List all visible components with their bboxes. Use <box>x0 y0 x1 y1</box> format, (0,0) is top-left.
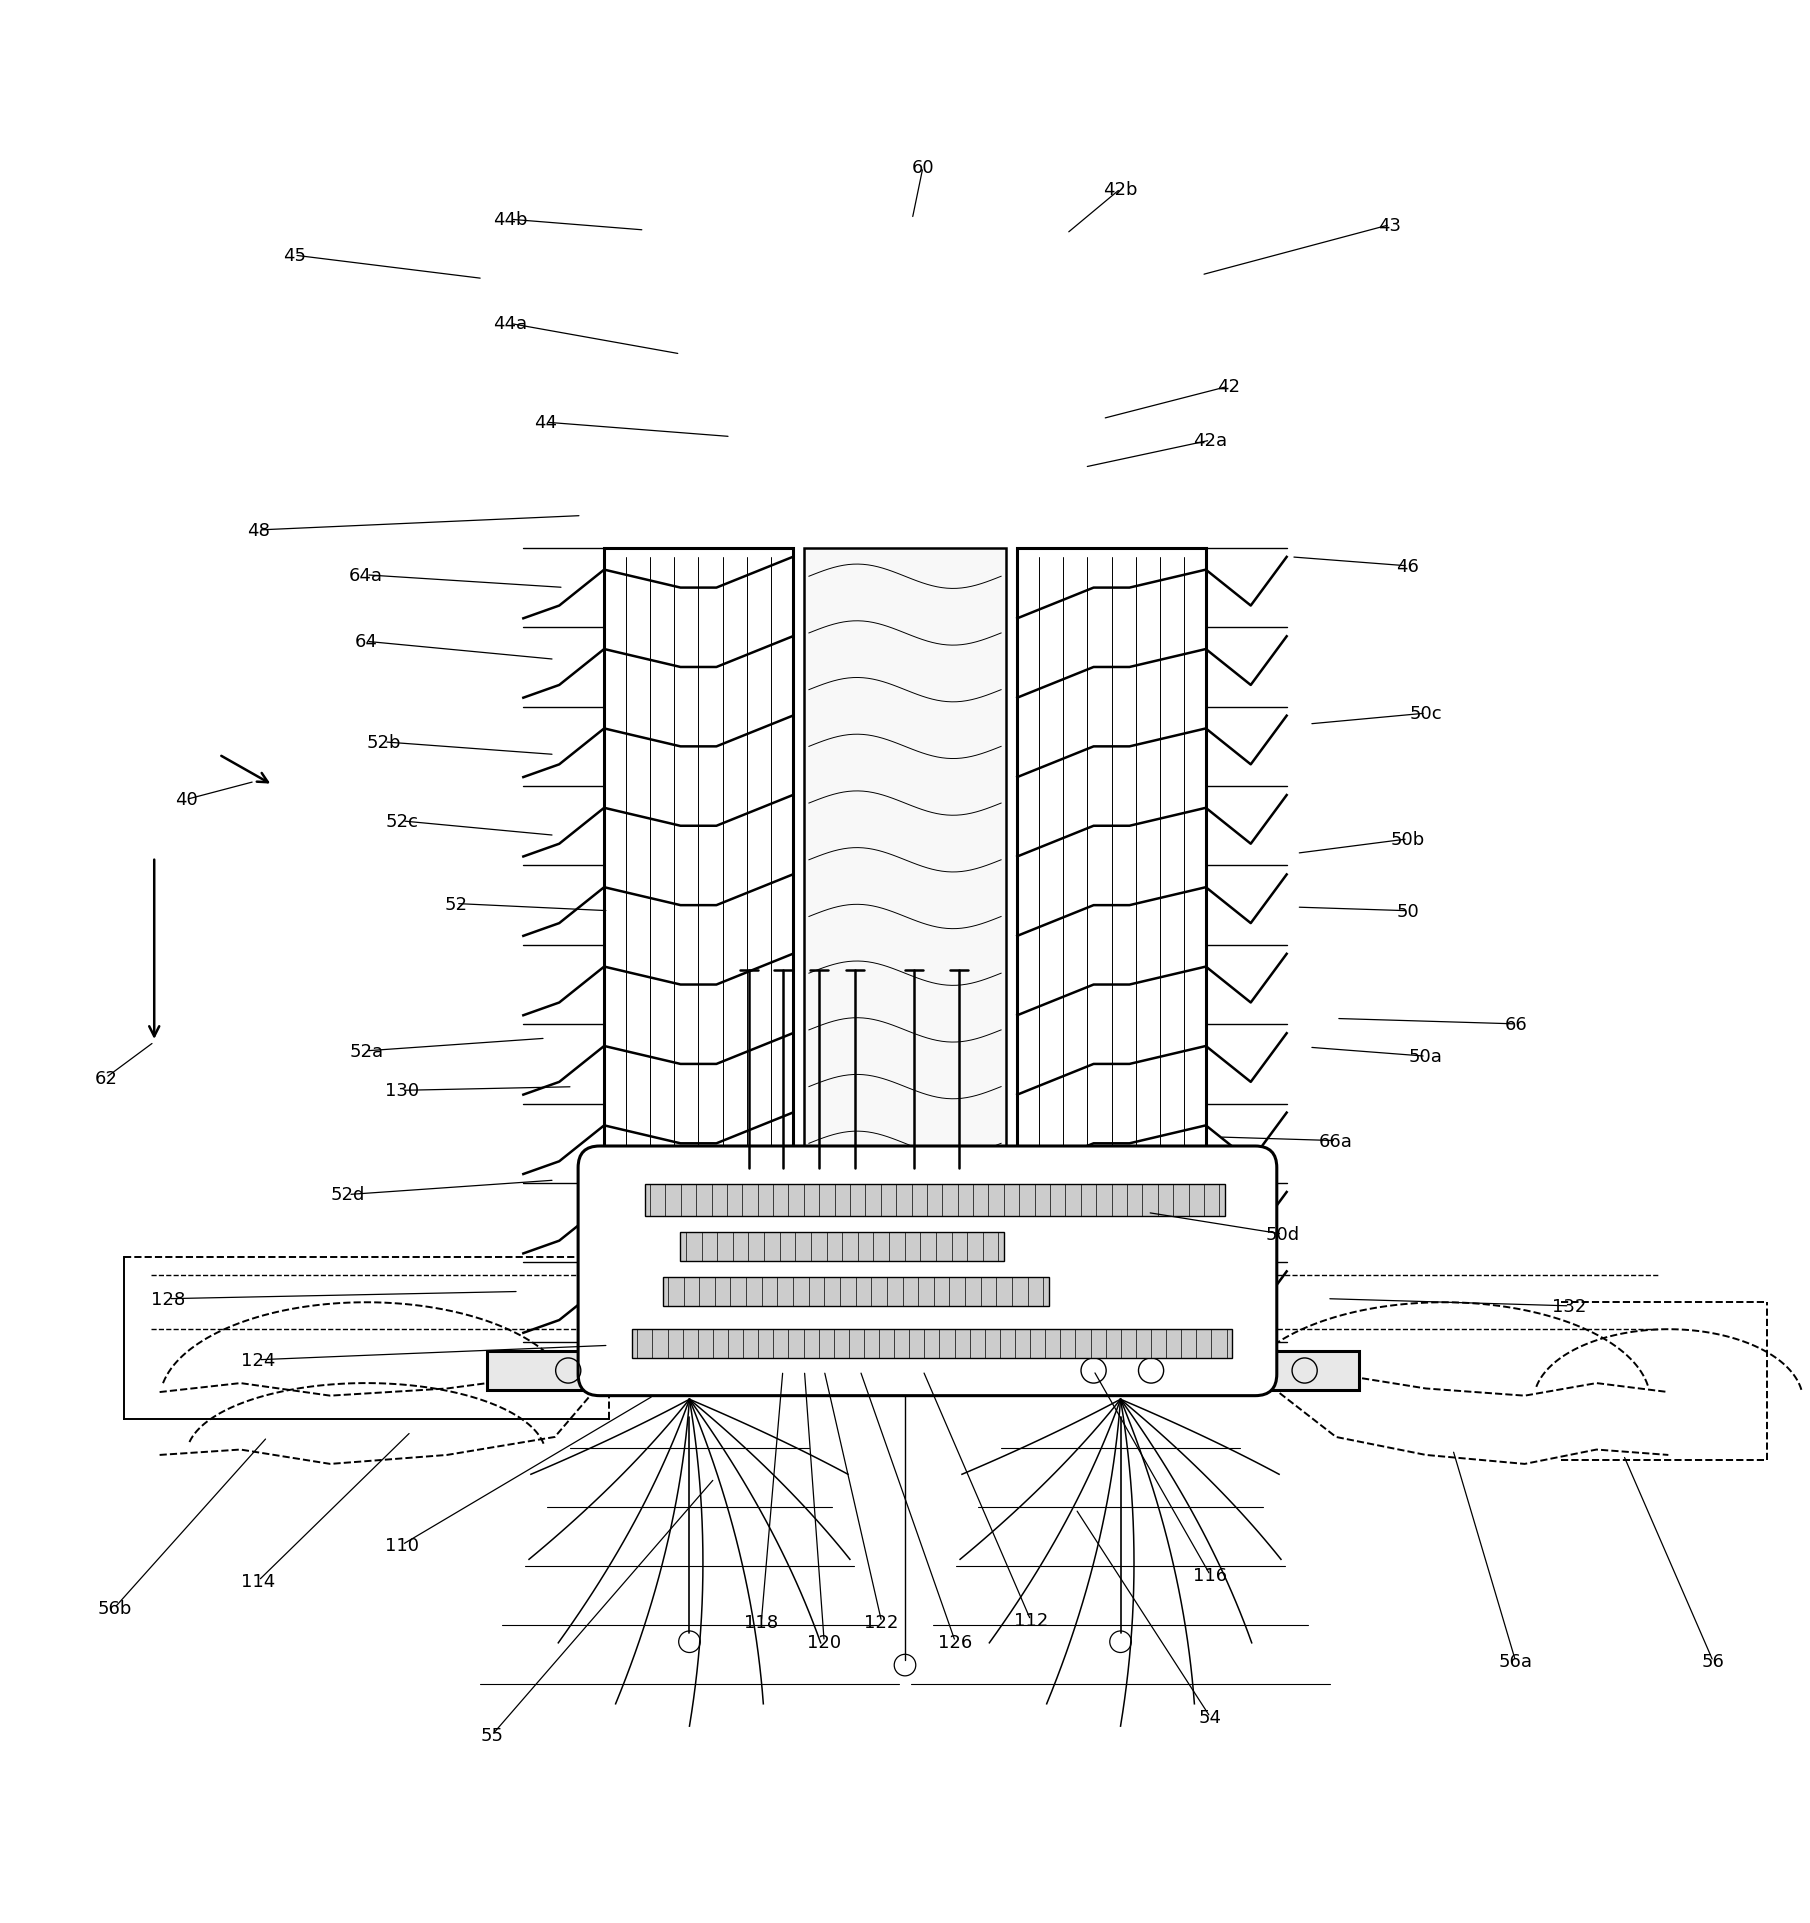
Text: 52c: 52c <box>386 813 418 831</box>
Text: 130: 130 <box>386 1083 420 1100</box>
Text: 128: 128 <box>152 1290 186 1308</box>
Bar <box>487 1352 820 1390</box>
Text: 116: 116 <box>1193 1567 1227 1585</box>
Text: 46: 46 <box>1397 558 1419 575</box>
Bar <box>644 1185 1225 1217</box>
Bar <box>662 1277 1048 1306</box>
Bar <box>1017 548 1205 1342</box>
Text: 114: 114 <box>241 1571 275 1590</box>
Text: 122: 122 <box>865 1613 900 1631</box>
Text: 112: 112 <box>1014 1611 1048 1629</box>
Text: 118: 118 <box>744 1613 778 1631</box>
FancyBboxPatch shape <box>577 1146 1276 1396</box>
Text: 50: 50 <box>1397 902 1419 921</box>
Text: 43: 43 <box>1379 217 1401 235</box>
Text: 64: 64 <box>355 633 378 652</box>
Text: 64a: 64a <box>349 567 384 585</box>
Text: 50d: 50d <box>1265 1225 1300 1244</box>
Text: 52d: 52d <box>331 1186 366 1204</box>
Text: 42b: 42b <box>1104 181 1138 198</box>
Text: 42: 42 <box>1216 379 1240 396</box>
Text: 44: 44 <box>534 413 557 433</box>
Text: 124: 124 <box>241 1352 275 1369</box>
Text: 56a: 56a <box>1499 1652 1533 1671</box>
Text: 56b: 56b <box>98 1598 132 1617</box>
Text: 52b: 52b <box>367 733 402 752</box>
Text: 120: 120 <box>807 1633 842 1650</box>
Text: 42a: 42a <box>1193 433 1227 450</box>
Text: 52: 52 <box>445 894 467 913</box>
Text: 126: 126 <box>938 1633 972 1650</box>
Bar <box>632 1329 1233 1358</box>
Text: 54: 54 <box>1198 1708 1222 1727</box>
Text: 66a: 66a <box>1319 1133 1354 1150</box>
Text: 66: 66 <box>1504 1015 1528 1033</box>
Text: 132: 132 <box>1553 1298 1587 1315</box>
Text: 48: 48 <box>246 521 270 540</box>
Bar <box>804 548 1006 1342</box>
Text: 56: 56 <box>1701 1652 1725 1671</box>
Text: 50a: 50a <box>1408 1048 1443 1065</box>
Text: 50c: 50c <box>1410 704 1443 723</box>
Text: 45: 45 <box>282 246 306 265</box>
Text: 55: 55 <box>480 1727 503 1744</box>
Text: 44b: 44b <box>492 212 527 229</box>
Text: 62: 62 <box>94 1069 118 1086</box>
Bar <box>681 1233 1005 1261</box>
Text: 50b: 50b <box>1390 831 1424 848</box>
Bar <box>605 548 793 1342</box>
Text: 40: 40 <box>176 790 197 810</box>
Bar <box>990 1352 1359 1390</box>
Text: 60: 60 <box>912 160 934 177</box>
Text: 52a: 52a <box>349 1042 384 1060</box>
Text: 110: 110 <box>386 1536 420 1554</box>
Text: 44a: 44a <box>492 315 527 333</box>
